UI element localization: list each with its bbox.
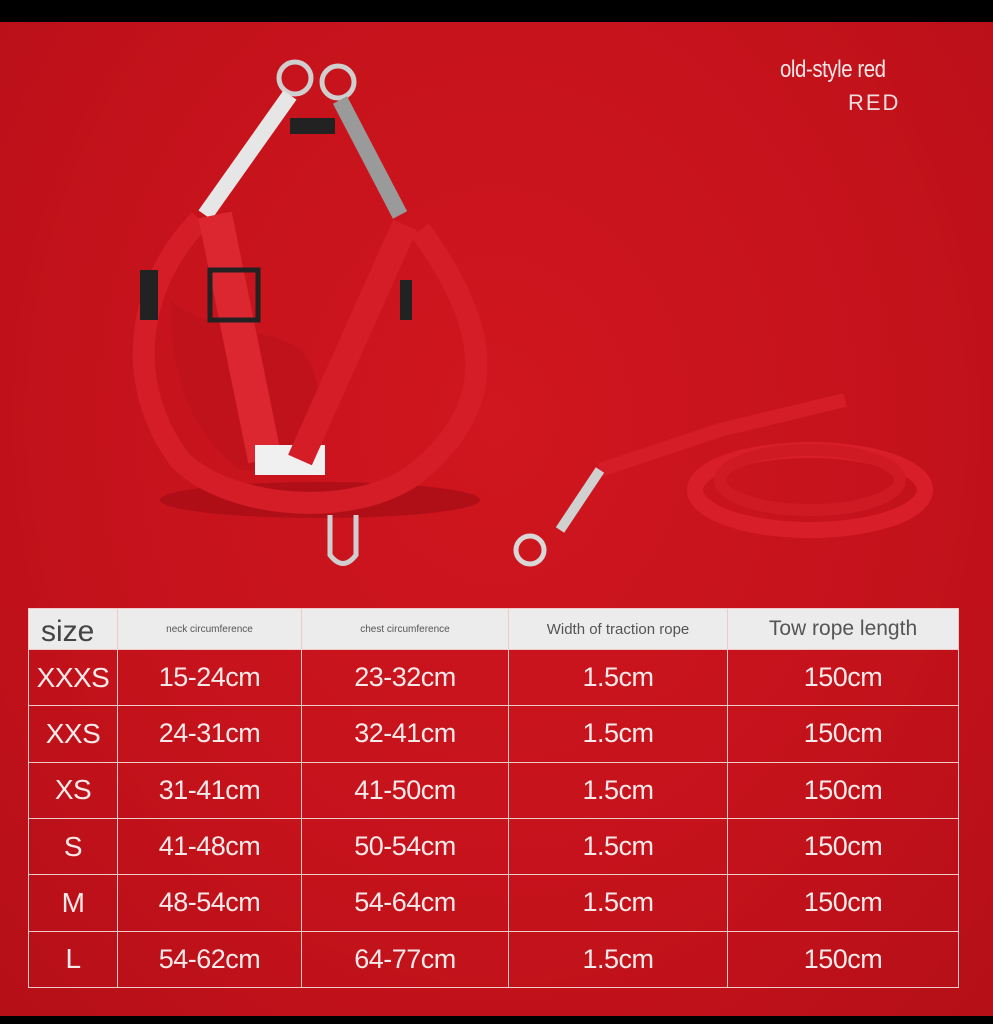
header-neck: neck circumference bbox=[117, 608, 302, 650]
color-name-label: old-style red bbox=[780, 56, 886, 83]
leash-image bbox=[513, 393, 933, 567]
cell-rope-length: 150cm bbox=[727, 817, 959, 876]
cell-chest: 41-50cm bbox=[301, 761, 509, 819]
cell-rope-width: 1.5cm bbox=[508, 817, 728, 876]
cell-size: S bbox=[28, 817, 118, 876]
harness-and-leash-illustration bbox=[132, 59, 933, 567]
cell-rope-width: 1.5cm bbox=[508, 648, 728, 707]
table-row: XS 31-41cm 41-50cm 1.5cm 150cm bbox=[28, 761, 959, 819]
cell-chest: 50-54cm bbox=[301, 817, 509, 876]
cell-rope-width: 1.5cm bbox=[508, 705, 728, 763]
harness-image bbox=[132, 59, 488, 566]
cell-neck: 54-62cm bbox=[117, 930, 302, 989]
header-size: size bbox=[28, 608, 118, 650]
cell-neck: 24-31cm bbox=[117, 705, 302, 763]
cell-neck: 41-48cm bbox=[117, 817, 302, 876]
cell-chest: 54-64cm bbox=[301, 874, 509, 932]
size-chart-table: size neck circumference chest circumfere… bbox=[28, 608, 959, 989]
cell-size: M bbox=[28, 874, 118, 932]
cell-neck: 15-24cm bbox=[117, 648, 302, 707]
cell-size: XS bbox=[28, 761, 118, 819]
cell-rope-width: 1.5cm bbox=[508, 874, 728, 932]
cell-neck: 31-41cm bbox=[117, 761, 302, 819]
table-row: XXS 24-31cm 32-41cm 1.5cm 150cm bbox=[28, 705, 959, 763]
cell-rope-width: 1.5cm bbox=[508, 930, 728, 989]
cell-rope-length: 150cm bbox=[727, 761, 959, 819]
table-row: XXXS 15-24cm 23-32cm 1.5cm 150cm bbox=[28, 648, 959, 707]
header-rope-length: Tow rope length bbox=[727, 608, 959, 650]
color-code-label: RED bbox=[848, 90, 901, 115]
header-chest: chest circumference bbox=[301, 608, 509, 650]
cell-rope-length: 150cm bbox=[727, 648, 959, 707]
cell-chest: 32-41cm bbox=[301, 705, 509, 763]
table-row: S 41-48cm 50-54cm 1.5cm 150cm bbox=[28, 817, 959, 876]
table-header-row: size neck circumference chest circumfere… bbox=[28, 608, 959, 650]
cell-rope-width: 1.5cm bbox=[508, 761, 728, 819]
cell-rope-length: 150cm bbox=[727, 705, 959, 763]
cell-chest: 64-77cm bbox=[301, 930, 509, 989]
cell-chest: 23-32cm bbox=[301, 648, 509, 707]
cell-rope-length: 150cm bbox=[727, 930, 959, 989]
cell-size: L bbox=[28, 930, 118, 989]
table-row: M 48-54cm 54-64cm 1.5cm 150cm bbox=[28, 874, 959, 932]
cell-rope-length: 150cm bbox=[727, 874, 959, 932]
cell-size: XXXS bbox=[28, 648, 118, 707]
header-rope-width: Width of traction rope bbox=[508, 608, 728, 650]
table-row: L 54-62cm 64-77cm 1.5cm 150cm bbox=[28, 930, 959, 989]
cell-size: XXS bbox=[28, 705, 118, 763]
cell-neck: 48-54cm bbox=[117, 874, 302, 932]
